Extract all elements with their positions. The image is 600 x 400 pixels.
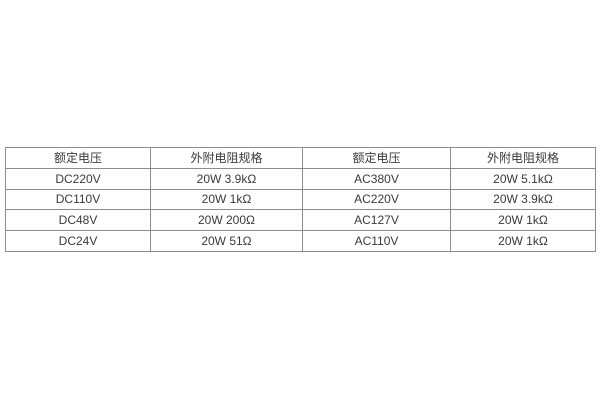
table-cell-ac-resistor: 20W 1kΩ xyxy=(450,209,596,232)
table-cell-ac-voltage: AC380V xyxy=(302,167,451,190)
table-row: DC220V 20W 3.9kΩ AC380V 20W 5.1kΩ xyxy=(5,167,596,190)
column-header-resistor-spec-dc: 外附电阻规格 xyxy=(150,147,303,169)
table-row: DC24V 20W 51Ω AC110V 20W 1kΩ xyxy=(5,230,596,252)
table-cell-dc-voltage: DC220V xyxy=(5,167,151,190)
table-row: DC48V 20W 200Ω AC127V 20W 1kΩ xyxy=(5,209,596,232)
column-header-rated-voltage-dc: 额定电压 xyxy=(5,147,151,169)
table-cell-ac-voltage: AC110V xyxy=(302,230,451,252)
table-cell-dc-resistor: 20W 3.9kΩ xyxy=(150,167,303,190)
column-header-resistor-spec-ac: 外附电阻规格 xyxy=(450,147,596,169)
table-row: DC110V 20W 1kΩ AC220V 20W 3.9kΩ xyxy=(5,188,596,211)
table-cell-ac-voltage: AC127V xyxy=(302,209,451,232)
table-cell-dc-resistor: 20W 51Ω xyxy=(150,230,303,252)
table-cell-ac-resistor: 20W 1kΩ xyxy=(450,230,596,252)
table-cell-dc-resistor: 20W 1kΩ xyxy=(150,188,303,211)
column-header-rated-voltage-ac: 额定电压 xyxy=(302,147,451,169)
table-cell-ac-resistor: 20W 3.9kΩ xyxy=(450,188,596,211)
table-cell-ac-voltage: AC220V xyxy=(302,188,451,211)
table-cell-dc-voltage: DC48V xyxy=(5,209,151,232)
header-row: 额定电压 外附电阻规格 额定电压 外附电阻规格 xyxy=(5,147,596,169)
table-cell-dc-voltage: DC110V xyxy=(5,188,151,211)
table-cell-dc-resistor: 20W 200Ω xyxy=(150,209,303,232)
table-cell-ac-resistor: 20W 5.1kΩ xyxy=(450,167,596,190)
table-cell-dc-voltage: DC24V xyxy=(5,230,151,252)
voltage-resistor-spec-table: 额定电压 外附电阻规格 额定电压 外附电阻规格 DC220V 20W 3.9kΩ… xyxy=(5,147,596,252)
